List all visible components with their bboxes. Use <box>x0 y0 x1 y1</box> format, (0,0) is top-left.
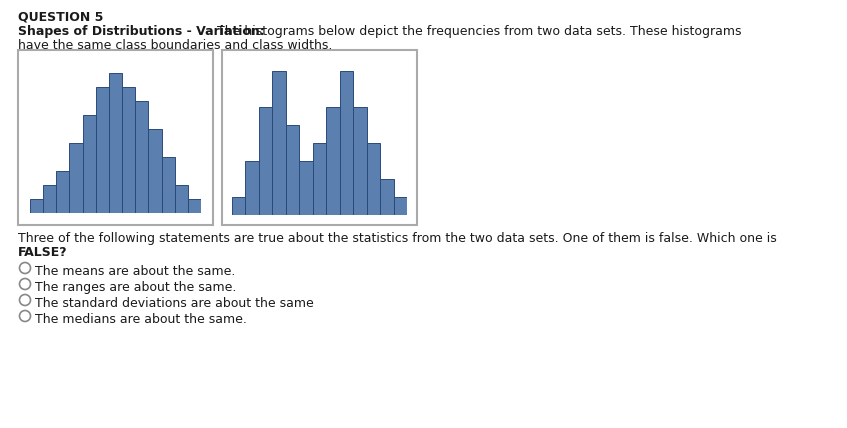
Text: FALSE?: FALSE? <box>18 246 68 259</box>
Bar <box>340 71 353 215</box>
Bar <box>109 73 122 213</box>
Bar <box>83 115 96 213</box>
Text: QUESTION 5: QUESTION 5 <box>18 10 103 23</box>
Bar <box>273 71 285 215</box>
Bar <box>122 87 136 213</box>
Bar <box>380 179 394 215</box>
Text: The histograms below depict the frequencies from two data sets. These histograms: The histograms below depict the frequenc… <box>213 25 741 38</box>
Bar <box>394 197 407 215</box>
Text: The medians are about the same.: The medians are about the same. <box>35 313 246 326</box>
Bar <box>148 129 162 213</box>
Bar <box>326 107 340 215</box>
Bar <box>232 197 246 215</box>
Bar <box>174 185 188 213</box>
Text: The ranges are about the same.: The ranges are about the same. <box>35 281 236 294</box>
Text: Three of the following statements are true about the statistics from the two dat: Three of the following statements are tr… <box>18 232 777 245</box>
Text: Shapes of Distributions - Variation:: Shapes of Distributions - Variation: <box>18 25 265 38</box>
Bar <box>313 143 326 215</box>
Bar <box>43 185 56 213</box>
Text: The standard deviations are about the same: The standard deviations are about the sa… <box>35 297 313 310</box>
Bar <box>69 143 83 213</box>
Bar <box>299 161 313 215</box>
Bar <box>259 107 273 215</box>
Bar <box>30 199 43 213</box>
Bar <box>246 161 259 215</box>
Bar <box>96 87 109 213</box>
Bar <box>188 199 201 213</box>
Text: have the same class boundaries and class widths.: have the same class boundaries and class… <box>18 39 332 52</box>
FancyBboxPatch shape <box>18 50 213 225</box>
Bar <box>353 107 367 215</box>
Bar <box>56 171 69 213</box>
Text: The means are about the same.: The means are about the same. <box>35 265 235 278</box>
Bar <box>367 143 380 215</box>
Bar <box>285 125 299 215</box>
Bar <box>162 157 174 213</box>
FancyBboxPatch shape <box>222 50 417 225</box>
Bar <box>136 101 148 213</box>
